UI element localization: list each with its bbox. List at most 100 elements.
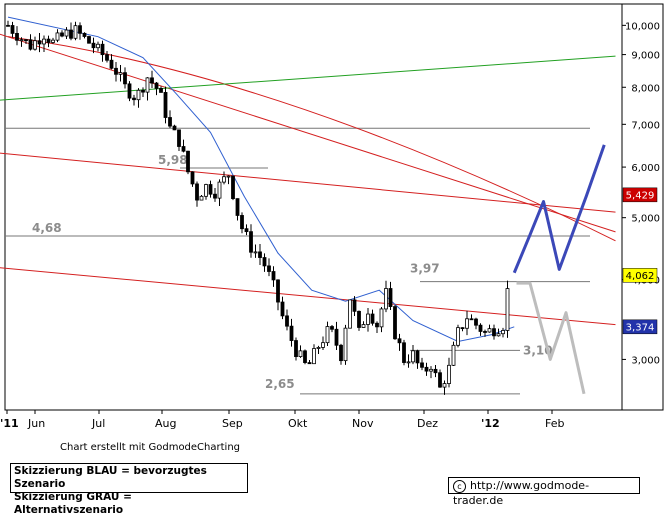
candle-body: [307, 362, 312, 365]
legend-gray: Skizzierung GRAU = Alternativszenario: [14, 491, 132, 516]
y-tick-label: 5,000: [631, 214, 660, 225]
chart-credit: Chart erstellt mit GodmodeCharting: [60, 442, 240, 453]
candle-body: [348, 299, 352, 329]
candle-body: [87, 36, 91, 44]
candle-body: [46, 38, 51, 43]
candle-body: [118, 72, 123, 75]
candle-body: [168, 117, 172, 127]
candle-body: [190, 171, 195, 185]
candle-body: [447, 364, 451, 384]
y-tick-label: 7,000: [631, 120, 660, 131]
candle-body: [150, 77, 154, 84]
candle-body: [298, 350, 303, 358]
candle-body: [505, 288, 510, 331]
candle-body: [96, 43, 100, 49]
candle-body: [55, 32, 60, 41]
candle-body: [6, 24, 10, 27]
candle-body: [91, 42, 96, 49]
candle-body: [352, 299, 357, 312]
channel-lower-line: [0, 267, 616, 326]
candle-body: [379, 308, 384, 328]
candle-body: [15, 33, 19, 41]
candle-body: [285, 315, 289, 327]
candle-body: [100, 43, 105, 56]
candle-body: [451, 344, 456, 366]
candle-body: [154, 82, 159, 89]
x-tick-label: Jun: [27, 417, 45, 430]
source-url-box[interactable]: c http://www.godmode-trader.de: [448, 477, 640, 507]
trendlines: [0, 33, 616, 326]
y-tick-label: 6,000: [631, 163, 660, 174]
candle-body: [231, 175, 235, 199]
x-tick-label: Okt: [288, 417, 308, 430]
y-axis-panel: [621, 3, 664, 411]
scenario-path: [516, 281, 586, 395]
candle-body: [114, 67, 118, 75]
candle-body: [375, 322, 379, 328]
candle-body: [78, 25, 82, 34]
price-candles: [6, 20, 510, 395]
candle-body: [361, 324, 366, 328]
candle-body: [213, 193, 217, 199]
channel-upper-line: [0, 152, 616, 213]
x-axis-ticks: '11 Jun Jul Aug Sep Okt Nov Dez '12 Feb: [0, 410, 564, 430]
x-tick-label: '11: [0, 417, 19, 430]
candle-body: [289, 325, 294, 341]
candle-body: [28, 39, 33, 50]
candle-body: [177, 129, 181, 147]
price-badge: [622, 268, 658, 283]
candle-body: [136, 89, 141, 101]
candle-body: [321, 342, 325, 348]
candle-body: [388, 288, 393, 307]
candle-body: [163, 92, 168, 118]
candle-body: [492, 328, 496, 337]
candle-body: [366, 313, 370, 325]
price-badge-label: 4,062: [626, 271, 655, 282]
moving-average-line: [7, 16, 515, 343]
candle-body: [303, 350, 307, 363]
candle-body: [357, 310, 361, 328]
y-tick-label: 9,000: [631, 51, 660, 62]
candle-body: [370, 313, 375, 324]
candle-body: [186, 150, 190, 173]
candle-body: [343, 327, 348, 362]
candle-body: [438, 372, 442, 388]
candle-body: [420, 362, 424, 368]
candle-body: [312, 348, 316, 365]
candle-body: [217, 181, 222, 199]
x-tick-label: Aug: [155, 417, 176, 430]
candle-body: [330, 326, 334, 330]
candle-body: [433, 368, 438, 374]
candle-body: [127, 83, 132, 99]
candle-body: [397, 338, 402, 344]
x-tick-label: Feb: [545, 417, 564, 430]
candle-body: [483, 331, 487, 333]
scenario-legend: Skizzierung BLAU = bevorzugtes Szenario …: [10, 463, 248, 516]
candle-body: [37, 40, 42, 45]
candle-body: [10, 25, 15, 34]
candle-body: [204, 184, 208, 197]
candle-body: [235, 198, 240, 216]
candle-body: [487, 328, 492, 333]
level-label: 5,98: [158, 153, 188, 167]
candle-body: [64, 29, 69, 37]
candle-body: [132, 97, 136, 101]
source-link[interactable]: http://www.godmode-trader.de: [453, 479, 590, 507]
candle-body: [415, 350, 420, 364]
candle-body: [442, 383, 447, 388]
candle-body: [424, 366, 429, 372]
candle-body: [195, 183, 199, 201]
scenario-path: [512, 144, 606, 274]
candle-body: [222, 176, 226, 183]
price-badge: [622, 187, 658, 203]
candle-body: [82, 32, 87, 37]
candle-body: [33, 40, 37, 50]
scenario-sketches: [512, 144, 606, 395]
y-tick-label: 8,000: [631, 83, 660, 94]
level-label: 2,65: [265, 377, 295, 391]
candle-body: [496, 333, 501, 337]
candle-body: [402, 342, 406, 363]
level-label: 3,97: [410, 262, 440, 276]
candle-body: [159, 87, 163, 93]
